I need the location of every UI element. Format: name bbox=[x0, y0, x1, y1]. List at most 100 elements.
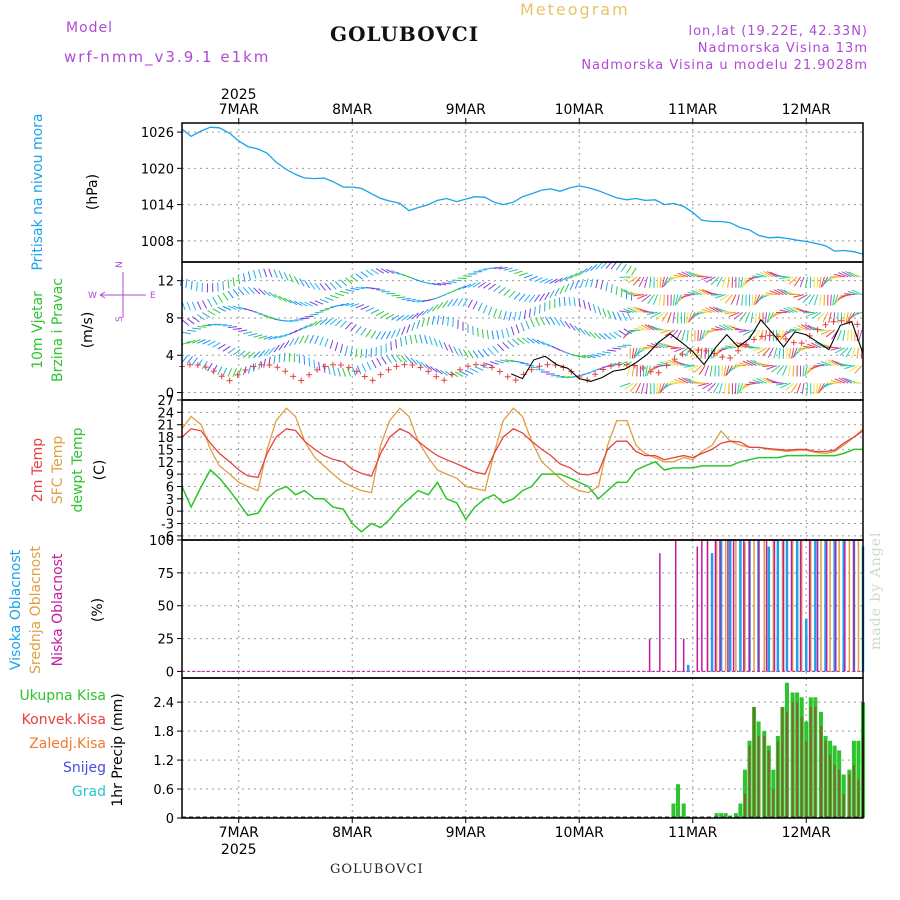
y-tick-label: 1026 bbox=[141, 126, 174, 141]
wind-barb bbox=[400, 354, 408, 363]
y-tick-label: 3 bbox=[166, 493, 174, 508]
wind-barb bbox=[498, 310, 502, 319]
wind-barb bbox=[360, 349, 363, 359]
wind-barb bbox=[304, 280, 310, 289]
wind-barb bbox=[593, 332, 602, 340]
precip-bar bbox=[796, 702, 799, 818]
precip-bar bbox=[785, 711, 788, 818]
wind-barb bbox=[701, 276, 713, 280]
wind-barb bbox=[799, 276, 805, 288]
wind-barb bbox=[253, 269, 257, 279]
wind-barb bbox=[334, 342, 339, 352]
wind-barb bbox=[790, 382, 798, 393]
wind-barb bbox=[578, 298, 581, 308]
wind-barb bbox=[591, 354, 601, 357]
y-tick-label: 12 bbox=[157, 275, 174, 290]
wind-barb bbox=[820, 329, 832, 335]
wind-barb bbox=[507, 340, 515, 348]
wind-barb bbox=[508, 311, 512, 321]
wind-barb bbox=[810, 342, 822, 349]
wind-barb bbox=[661, 312, 669, 322]
wind-barb bbox=[380, 331, 387, 340]
wind-barb bbox=[419, 334, 423, 344]
wind-barb bbox=[427, 282, 437, 286]
panel-frame bbox=[181, 677, 864, 819]
wind-barb bbox=[643, 311, 655, 313]
wind-barb bbox=[564, 320, 571, 329]
gust-marker bbox=[258, 361, 265, 368]
wind-barb bbox=[319, 298, 329, 303]
wind-barb bbox=[202, 312, 211, 318]
wind-barb bbox=[263, 348, 271, 357]
temp-unit: (C) bbox=[92, 460, 108, 481]
wind-barb bbox=[823, 382, 835, 387]
wind-barb bbox=[612, 361, 622, 367]
wind-barb bbox=[278, 295, 287, 302]
precip-bar bbox=[833, 764, 836, 818]
wind-barb bbox=[457, 298, 464, 307]
wind-barb bbox=[576, 354, 586, 359]
wind-barb bbox=[797, 294, 808, 301]
x-year-bottom: 2025 bbox=[221, 842, 257, 858]
wind-barb bbox=[294, 300, 303, 307]
gust-marker bbox=[385, 366, 392, 373]
wind-barb bbox=[528, 308, 531, 318]
wind-barb bbox=[755, 294, 764, 304]
wind-barb bbox=[793, 306, 805, 313]
wind-barb bbox=[309, 321, 318, 328]
wind-barb bbox=[597, 306, 602, 316]
y-tick-label: 18 bbox=[157, 431, 174, 446]
wind-barb bbox=[248, 286, 255, 295]
x-date-top: 10MAR bbox=[555, 102, 604, 118]
wind-barb bbox=[636, 325, 648, 331]
wind-barb bbox=[670, 329, 679, 339]
wind-barb bbox=[375, 331, 382, 340]
wind-barb bbox=[792, 347, 798, 359]
wind-barb bbox=[493, 266, 503, 270]
wind-barb bbox=[344, 345, 348, 355]
wind-barb bbox=[501, 329, 505, 339]
wind-barb bbox=[608, 332, 617, 339]
wind-barb bbox=[258, 288, 266, 296]
gust-marker bbox=[329, 361, 336, 368]
y-tick-label: 24 bbox=[157, 406, 174, 421]
precip-bar bbox=[781, 706, 784, 818]
wind-barb bbox=[181, 331, 191, 335]
wind-barb bbox=[750, 312, 754, 324]
gust-marker bbox=[377, 371, 384, 378]
wind-barb bbox=[700, 347, 703, 359]
wind-barb bbox=[554, 287, 560, 297]
wind-barb bbox=[511, 338, 520, 346]
wind-barb bbox=[554, 317, 561, 326]
wind-barb bbox=[278, 353, 281, 363]
wind-barb bbox=[688, 271, 699, 278]
wind-barb bbox=[663, 294, 665, 306]
wind-barb bbox=[658, 383, 662, 395]
model-name: wrf-nmm_v3.9.1 e1km bbox=[64, 48, 271, 66]
wind-barb bbox=[664, 360, 675, 366]
wind-barb bbox=[753, 329, 761, 340]
precip-bar bbox=[767, 750, 770, 818]
wind-barb bbox=[350, 303, 360, 308]
wind-barb bbox=[335, 303, 345, 307]
gust-marker bbox=[623, 361, 630, 368]
wind-barb bbox=[520, 322, 525, 332]
wind-barb bbox=[764, 329, 768, 342]
wind-barb bbox=[207, 340, 216, 346]
wind-barb bbox=[334, 319, 343, 327]
wind-barb bbox=[360, 271, 369, 278]
wind-barb bbox=[693, 365, 703, 374]
wind-barb bbox=[390, 354, 397, 363]
wind-barb bbox=[253, 334, 263, 338]
wind-barb bbox=[345, 322, 352, 330]
wind-barb bbox=[467, 350, 474, 359]
wind-barb bbox=[574, 325, 581, 333]
wind-barb bbox=[365, 329, 372, 338]
wind-barb bbox=[197, 314, 206, 321]
wind-barb bbox=[701, 308, 713, 313]
wind-barb bbox=[472, 281, 481, 288]
wind-barb bbox=[749, 359, 760, 366]
wind-barb bbox=[845, 347, 853, 358]
wind-barb bbox=[585, 278, 589, 288]
wind-barb bbox=[586, 354, 596, 359]
